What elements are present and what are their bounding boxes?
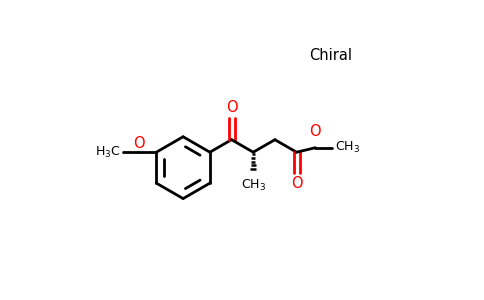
Text: O: O [226,100,237,116]
Text: O: O [133,136,145,151]
Text: CH$_3$: CH$_3$ [334,140,360,155]
Text: O: O [310,124,321,139]
Text: Chiral: Chiral [309,48,352,63]
Text: O: O [291,176,302,191]
Text: CH$_3$: CH$_3$ [241,178,266,194]
Text: H$_3$C: H$_3$C [95,145,120,160]
